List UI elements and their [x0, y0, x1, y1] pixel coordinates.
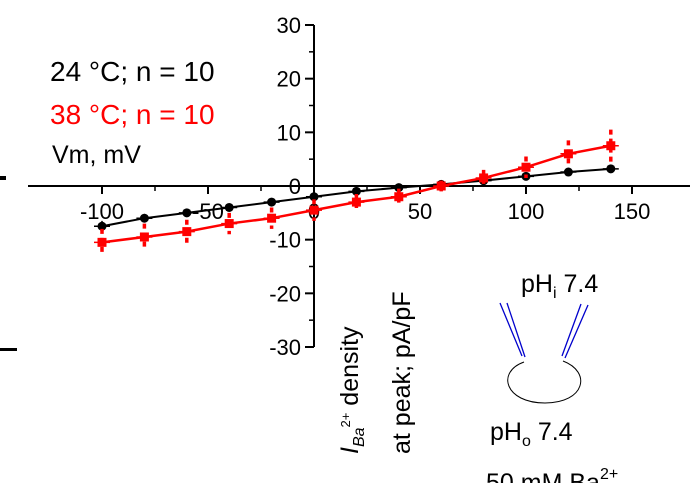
barium-main: 50 mM Ba	[486, 469, 600, 483]
pipette-right-inner	[564, 304, 589, 359]
legend-24c: 24 °C; n = 10	[50, 56, 215, 87]
data-point	[267, 213, 277, 223]
barium-label: 50 mM Ba2+	[486, 466, 618, 483]
data-point	[182, 208, 192, 218]
data-point	[563, 167, 573, 177]
y-tick-label: 0	[289, 174, 301, 199]
data-point	[224, 202, 234, 212]
legend-38c: 38 °C; n = 10	[50, 99, 215, 130]
ph-i-main: pH	[521, 270, 553, 298]
ph-i-value: 7.4	[557, 270, 599, 298]
x-ticks: -100-50050100150	[80, 186, 650, 224]
data-point	[309, 192, 319, 202]
ph-o-main: pH	[490, 418, 522, 446]
data-point	[182, 227, 192, 237]
x-tick-label: 150	[614, 199, 651, 224]
data-point	[394, 183, 404, 193]
ph-o-sub: o	[522, 433, 531, 450]
x-tick-label: -100	[80, 199, 124, 224]
data-point	[351, 186, 361, 196]
ph-external-label: pHo 7.4	[490, 418, 573, 450]
y-title-2plus: 2+	[338, 413, 353, 428]
y-axis-title-line2: at peak; pA/pF	[388, 291, 416, 454]
data-point	[97, 237, 107, 247]
ph-o-value: 7.4	[531, 418, 573, 446]
y-tick-label: -10	[269, 228, 301, 253]
data-point	[563, 149, 573, 159]
y-ticks: -30 -20 -10 0 10 20 30	[269, 13, 314, 360]
pipette-schematic	[499, 302, 589, 404]
edge-mark-bottom	[0, 348, 17, 351]
x-tick-label: 50	[408, 199, 432, 224]
data-point	[479, 173, 489, 183]
data-point	[351, 197, 361, 207]
edge-mark-top	[0, 176, 6, 180]
pipette-left-inner	[506, 302, 526, 358]
y-title-ba: Ba	[351, 427, 368, 447]
y-tick-label: 10	[277, 120, 301, 145]
series-layer	[94, 129, 619, 256]
ph-i-sub: i	[553, 285, 557, 302]
y-tick-label: 30	[277, 13, 301, 38]
barium-sup: 2+	[600, 466, 618, 483]
data-point	[436, 181, 446, 191]
data-point	[224, 219, 234, 229]
y-title-density: density	[336, 326, 364, 413]
data-point	[267, 197, 277, 207]
data-point	[97, 221, 107, 231]
y-tick-label: -20	[269, 281, 301, 306]
x-axis-title: Vm, mV	[52, 141, 141, 169]
y-title-i: I	[336, 447, 364, 454]
pipette-right-outer	[561, 303, 582, 357]
y-tick-label: 20	[277, 67, 301, 92]
data-point	[139, 232, 149, 242]
data-point	[394, 192, 404, 202]
data-point	[139, 213, 149, 223]
y-axis-title: IBa2+ density at peak; pA/pF	[336, 291, 416, 454]
cell-outline	[507, 360, 582, 404]
ph-internal-label: pHi 7.4	[521, 270, 598, 302]
x-tick-label: 100	[508, 199, 545, 224]
y-axis-title-line1: IBa2+ density	[336, 326, 368, 454]
data-point	[606, 141, 616, 151]
data-point	[606, 164, 616, 174]
data-point	[521, 162, 531, 172]
series-38c	[94, 129, 619, 256]
pipette-left-outer	[499, 302, 523, 357]
y-tick-label: -30	[269, 335, 301, 360]
data-point	[309, 205, 319, 215]
